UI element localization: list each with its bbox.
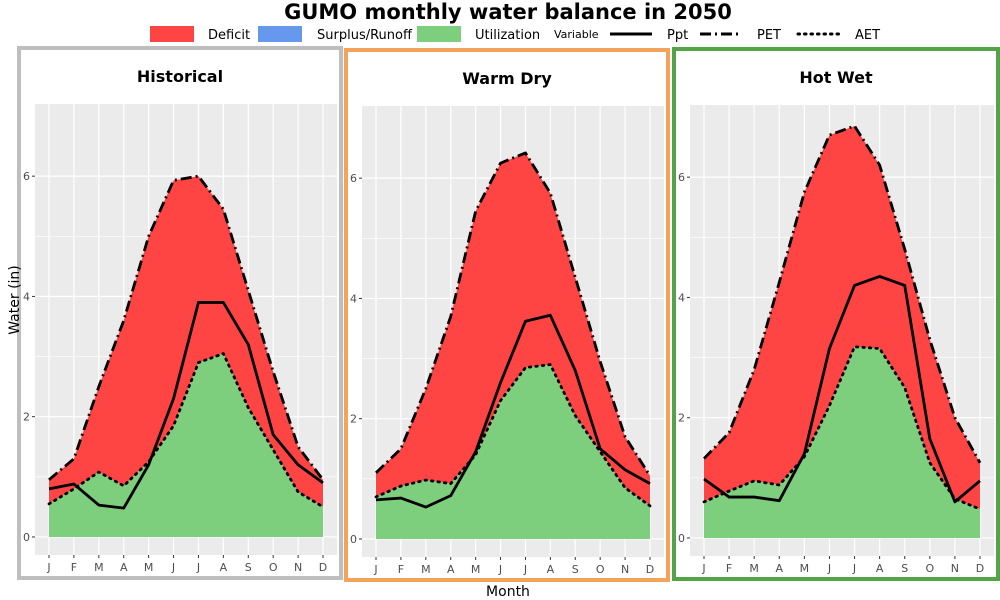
- x-tick-label: M: [94, 561, 104, 574]
- aet-line: [47, 352, 325, 509]
- utilization-area: [376, 364, 650, 539]
- x-tick-label: O: [596, 563, 605, 576]
- x-tick-label: A: [547, 563, 555, 576]
- x-tick-label: O: [925, 562, 934, 575]
- aet-line: [374, 363, 652, 508]
- x-tick-label: A: [447, 563, 455, 576]
- x-tick-label: M: [749, 562, 759, 575]
- x-tick-label: N: [621, 563, 629, 576]
- panel-title: Warm Dry: [462, 69, 552, 88]
- y-tick-label: 0: [23, 531, 30, 544]
- y-tick-label: 4: [350, 292, 357, 305]
- x-tick-label: D: [976, 562, 984, 575]
- x-tick-label: O: [269, 561, 278, 574]
- utilization-area: [704, 346, 980, 538]
- x-tick-label: J: [46, 561, 50, 574]
- x-tick-label: J: [852, 562, 856, 575]
- chart-title: GUMO monthly water balance in 2050: [284, 0, 732, 24]
- x-tick-label: A: [776, 562, 784, 575]
- y-tick-label: 4: [23, 290, 30, 303]
- panel-border: [344, 48, 670, 582]
- legend: Deficit Surplus/Runoff Utilization Variable…: [150, 26, 880, 43]
- ppt-line: [375, 313, 651, 509]
- deficit-area: [376, 152, 650, 506]
- x-tick-label: S: [245, 561, 252, 574]
- panel-title: Hot Wet: [799, 68, 873, 87]
- pet-line: [702, 124, 982, 464]
- x-tick-label: A: [220, 561, 228, 574]
- panel-border: [672, 47, 1000, 581]
- y-tick-label: 6: [678, 171, 685, 184]
- x-tick-label: J: [498, 563, 502, 576]
- x-tick-label: J: [171, 561, 175, 574]
- x-tick-label: J: [523, 563, 527, 576]
- x-tick-label: F: [398, 563, 404, 576]
- y-tick-label: 2: [350, 413, 357, 426]
- pet-line: [375, 151, 652, 477]
- ppt-line: [703, 274, 981, 504]
- y-tick-label: 6: [350, 172, 357, 185]
- legend-label-1: Deficit: [208, 28, 250, 43]
- panel-title: Historical: [137, 67, 223, 86]
- x-tick-label: J: [701, 562, 705, 575]
- x-tick-label: N: [951, 562, 959, 575]
- panel-border: [17, 46, 343, 580]
- y-tick-label: 4: [678, 291, 685, 304]
- panel-1: Historical 0 2 4 6 J F M A M J J A S O N D: [17, 46, 343, 580]
- legend-label-3: Utilization: [475, 28, 540, 43]
- x-tick-label: F: [726, 562, 732, 575]
- y-tick-label: 0: [350, 533, 357, 546]
- x-tick-label: S: [901, 562, 908, 575]
- x-tick-label: J: [827, 562, 831, 575]
- x-tick-label: D: [646, 563, 654, 576]
- panel-2: Warm Dry 0 2 4 6 J F M A M J J A S O N D: [344, 48, 670, 582]
- x-tick-label: J: [373, 563, 377, 576]
- y-tick-label: 2: [23, 411, 30, 424]
- panel-3: Hot Wet 0 2 4 6 J F M A M J J A S O N D: [672, 47, 1000, 581]
- y-tick-label: 2: [678, 412, 685, 425]
- legend-line-label-3: AET: [855, 28, 880, 43]
- legend-line-label-1: Ppt: [667, 28, 688, 43]
- legend-label-2: Surplus/Runoff: [317, 28, 413, 43]
- y-tick-label: 0: [678, 532, 685, 545]
- x-tick-label: M: [800, 562, 810, 575]
- facet-panels: Historical 0 2 4 6 J F M A M J J A S O N D Warm Dry 0 2 4 6 J F…: [17, 46, 1000, 582]
- legend-key-1: [150, 26, 194, 42]
- x-tick-label: A: [876, 562, 884, 575]
- aet-line: [702, 345, 982, 511]
- x-tick-label: M: [144, 561, 154, 574]
- legend-line-label-2: PET: [757, 28, 781, 43]
- y-tick-label: 6: [23, 170, 30, 183]
- pet-line: [48, 174, 325, 481]
- x-tick-label: D: [319, 561, 327, 574]
- legend-key-2: [258, 26, 302, 42]
- legend-key-3: [417, 26, 461, 42]
- x-axis-label: Month: [486, 584, 530, 600]
- deficit-area: [49, 176, 323, 507]
- x-tick-label: F: [71, 561, 77, 574]
- x-tick-label: J: [196, 561, 200, 574]
- utilization-area: [49, 353, 323, 537]
- ppt-line: [48, 301, 324, 510]
- y-axis-label: Water (in): [7, 265, 23, 335]
- x-tick-label: N: [294, 561, 302, 574]
- x-tick-label: S: [572, 563, 579, 576]
- x-tick-label: M: [471, 563, 481, 576]
- legend-line-title: Variable: [554, 28, 599, 41]
- x-tick-label: A: [120, 561, 128, 574]
- x-tick-label: M: [421, 563, 431, 576]
